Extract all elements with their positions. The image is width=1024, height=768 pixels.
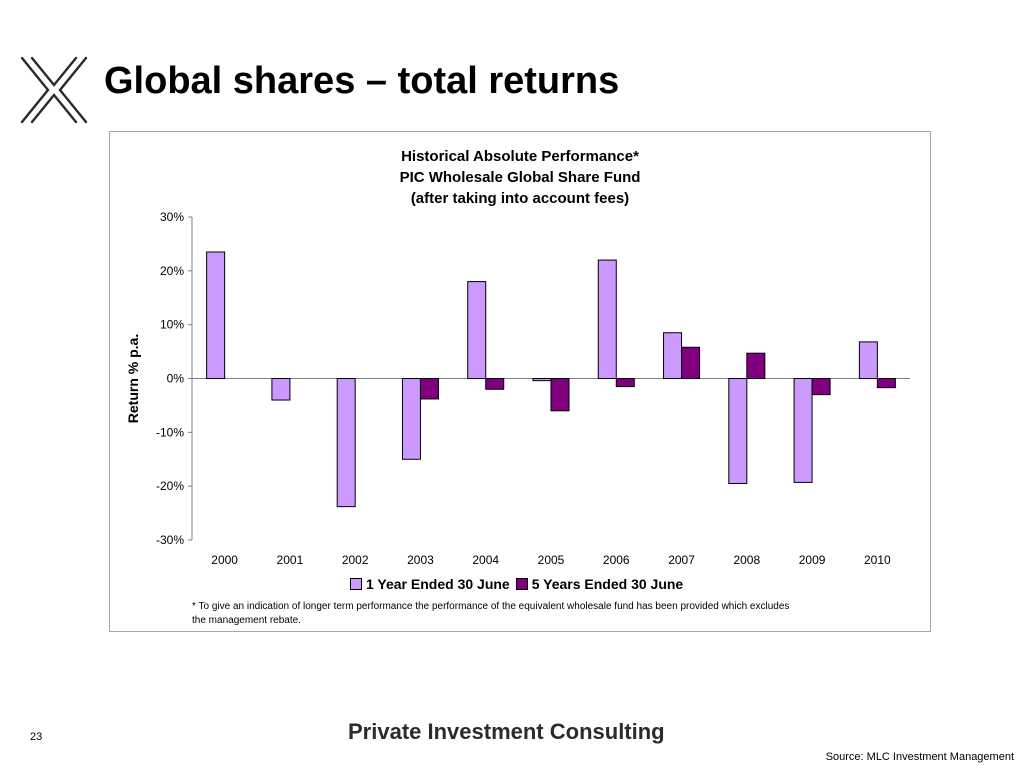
bar-chart: 30% 20% 10% 0% -10% -20% -30% Return % p.a. 2000… — [125, 210, 910, 567]
slide-title: Global shares – total returns — [104, 60, 620, 102]
bar-5-years-2004 — [485, 378, 505, 390]
bar-5-years-2005 — [550, 378, 570, 412]
bar-1-year-2006 — [597, 259, 617, 379]
bar-1-year-2009 — [793, 378, 813, 483]
chart-title-line-1: Historical Absolute Performance* — [401, 148, 639, 165]
bar-5-years-2003 — [419, 378, 439, 400]
bar-5-years-2006 — [615, 378, 635, 388]
legend-swatch-1-year — [350, 578, 362, 590]
legend-item-1-year: 1 Year Ended 30 June — [350, 576, 510, 592]
x-tick-label: 2008 — [733, 553, 760, 567]
chart-frame: Historical Absolute Performance* PIC Who… — [109, 131, 931, 632]
y-tick-label: -30% — [156, 533, 184, 547]
x-tick-label: 2006 — [603, 553, 630, 567]
footnote-line-2: the management rebate. — [192, 615, 301, 626]
x-tick-label: 2005 — [538, 553, 565, 567]
bar-1-year-2000 — [206, 251, 226, 379]
y-tick-label: 30% — [160, 210, 184, 224]
legend-label-1-year: 1 Year Ended 30 June — [366, 576, 510, 592]
bar-1-year-2002 — [336, 378, 356, 508]
chart-legend: 1 Year Ended 30 June 5 Years Ended 30 Ju… — [350, 574, 689, 594]
legend-item-5-years: 5 Years Ended 30 June — [515, 576, 684, 592]
x-tick-label: 2000 — [211, 553, 238, 567]
bar-1-year-2007 — [663, 332, 683, 380]
x-cross-logo-icon — [20, 56, 88, 124]
x-tick-label: 2004 — [472, 553, 499, 567]
chart-footnote: * To give an indication of longer term p… — [192, 600, 892, 628]
bar-5-years-2010 — [876, 378, 896, 389]
legend-swatch-5-years — [515, 578, 528, 590]
x-tick-label: 2007 — [668, 553, 695, 567]
bar-1-year-2004 — [467, 281, 487, 380]
bar-1-year-2003 — [401, 378, 421, 460]
y-tick-label: -20% — [156, 479, 184, 493]
bar-5-years-2007 — [681, 346, 701, 380]
source-note: Source: MLC Investment Management — [825, 751, 1014, 763]
x-tick-label: 2010 — [864, 553, 891, 567]
bar-1-year-2001 — [271, 378, 291, 401]
x-tick-label: 2001 — [277, 553, 304, 567]
bar-1-year-2005 — [532, 378, 552, 382]
page-number: 23 — [30, 731, 43, 743]
footnote-line-1: * To give an indication of longer term p… — [192, 601, 790, 612]
y-tick-label: -10% — [156, 425, 184, 439]
y-tick-label: 0% — [167, 372, 185, 386]
y-tick-label: 20% — [160, 264, 184, 278]
x-tick-label: 2002 — [342, 553, 369, 567]
bar-1-year-2008 — [728, 378, 748, 484]
x-tick-label: 2009 — [799, 553, 826, 567]
chart-title-line-2: PIC Wholesale Global Share Fund — [399, 169, 641, 186]
y-axis-title: Return % p.a. — [125, 334, 141, 423]
bar-5-years-2008 — [746, 352, 766, 379]
y-tick-label: 10% — [160, 318, 184, 332]
bar-1-year-2010 — [858, 341, 878, 379]
bar-5-years-2009 — [811, 378, 831, 396]
x-tick-label: 2003 — [407, 553, 434, 567]
chart-title-line-3: (after taking into account fees) — [410, 190, 630, 207]
legend-label-5-years: 5 Years Ended 30 June — [531, 576, 684, 592]
brand-wordmark: Private Investment Consulting — [348, 719, 665, 744]
